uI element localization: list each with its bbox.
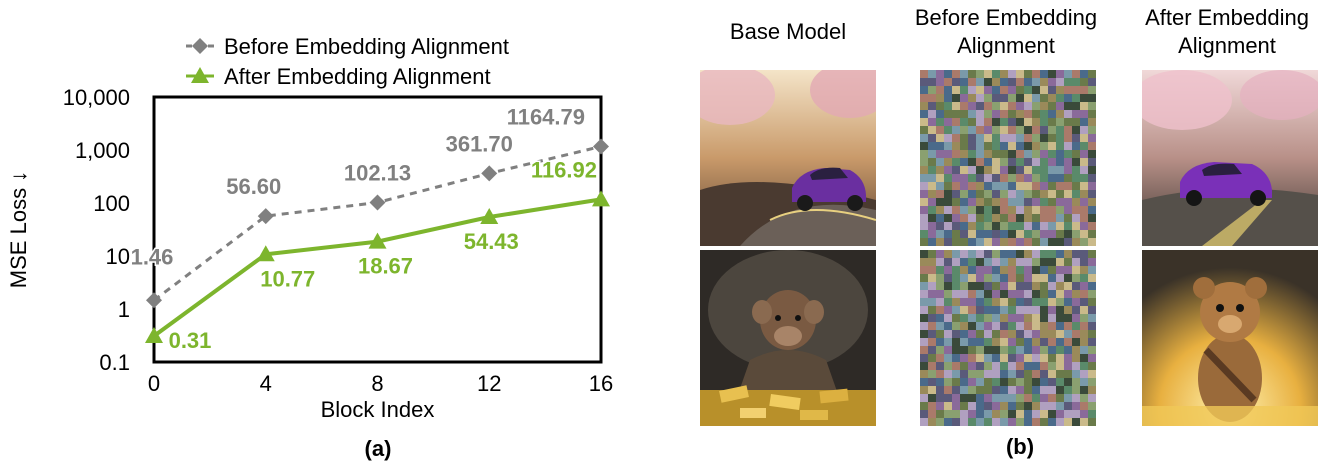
y-axis-ticks: 0.1 1 10 100 1,000 10,000 [63,85,130,375]
y-tick-label: 0.1 [99,350,130,375]
series-after: 0.31 10.77 18.67 54.43 116.92 [145,156,610,354]
image-before-noise-1 [920,70,1096,246]
x-axis-ticks: 0 4 8 12 16 [148,371,613,396]
data-point-marker [481,165,498,182]
column-title-line2: Alignment [957,33,1055,58]
data-point-marker [593,138,609,155]
data-label: 102.13 [344,161,411,186]
x-tick-label: 12 [477,371,501,396]
data-label: 18.67 [358,254,413,279]
legend-item: After Embedding Alignment [186,64,491,89]
column-title-before-alignment: Before Embedding Alignment [888,4,1124,60]
image-after-car [1142,70,1318,246]
x-axis-label: Block Index [321,397,435,422]
y-tick-label: 100 [93,191,130,216]
plot-frame [152,95,603,364]
data-label: 54.43 [464,229,519,254]
data-point-marker [368,232,387,249]
y-tick-label: 1 [118,297,130,322]
y-axis-label: MSE Loss ↓ [6,171,31,288]
data-label: 0.31 [169,328,212,353]
chart-legend: Before Embedding Alignment After Embeddin… [186,34,509,89]
x-tick-label: 16 [589,371,613,396]
data-label: 116.92 [531,157,597,182]
x-tick-label: 0 [148,371,160,396]
legend-item: Before Embedding Alignment [186,34,509,59]
data-point-marker [592,190,610,207]
data-label: 1.46 [131,244,174,269]
column-title-line1: Before Embedding [914,5,1098,30]
data-point-marker [257,208,274,225]
data-label: 10.77 [260,266,315,291]
data-label: 361.70 [446,131,513,156]
panel-b-label: (b) [1005,434,1035,459]
data-point-marker [369,194,386,211]
panel-a-label: (a) [365,436,392,461]
column-title-line1: Base Model [729,19,847,44]
column-title-base-model: Base Model [700,18,876,46]
x-tick-label: 8 [371,371,383,396]
y-tick-label: 1,000 [75,138,130,163]
data-label: 1164.79 [507,104,585,129]
data-point-marker [480,208,499,225]
line-chart: Before Embedding Alignment After Embeddin… [6,34,613,461]
legend-label: After Embedding Alignment [224,64,491,89]
y-tick-label: 10,000 [63,85,130,110]
image-after-bear [1142,250,1318,426]
image-before-noise-2 [920,250,1096,426]
column-title-line2: Alignment [1178,33,1276,58]
legend-marker [191,67,209,83]
column-title-line1: After Embedding [1145,5,1309,30]
x-tick-label: 4 [260,371,272,396]
data-label: 56.60 [226,174,281,199]
legend-label: Before Embedding Alignment [224,34,509,59]
image-base-creature [700,250,876,426]
column-title-after-alignment: After Embedding Alignment [1122,4,1329,60]
image-base-car [700,70,876,246]
legend-marker [192,38,208,54]
data-point-marker [145,326,163,343]
data-point-marker [256,245,275,262]
y-tick-label: 10 [106,244,130,269]
data-point-marker [146,292,162,309]
